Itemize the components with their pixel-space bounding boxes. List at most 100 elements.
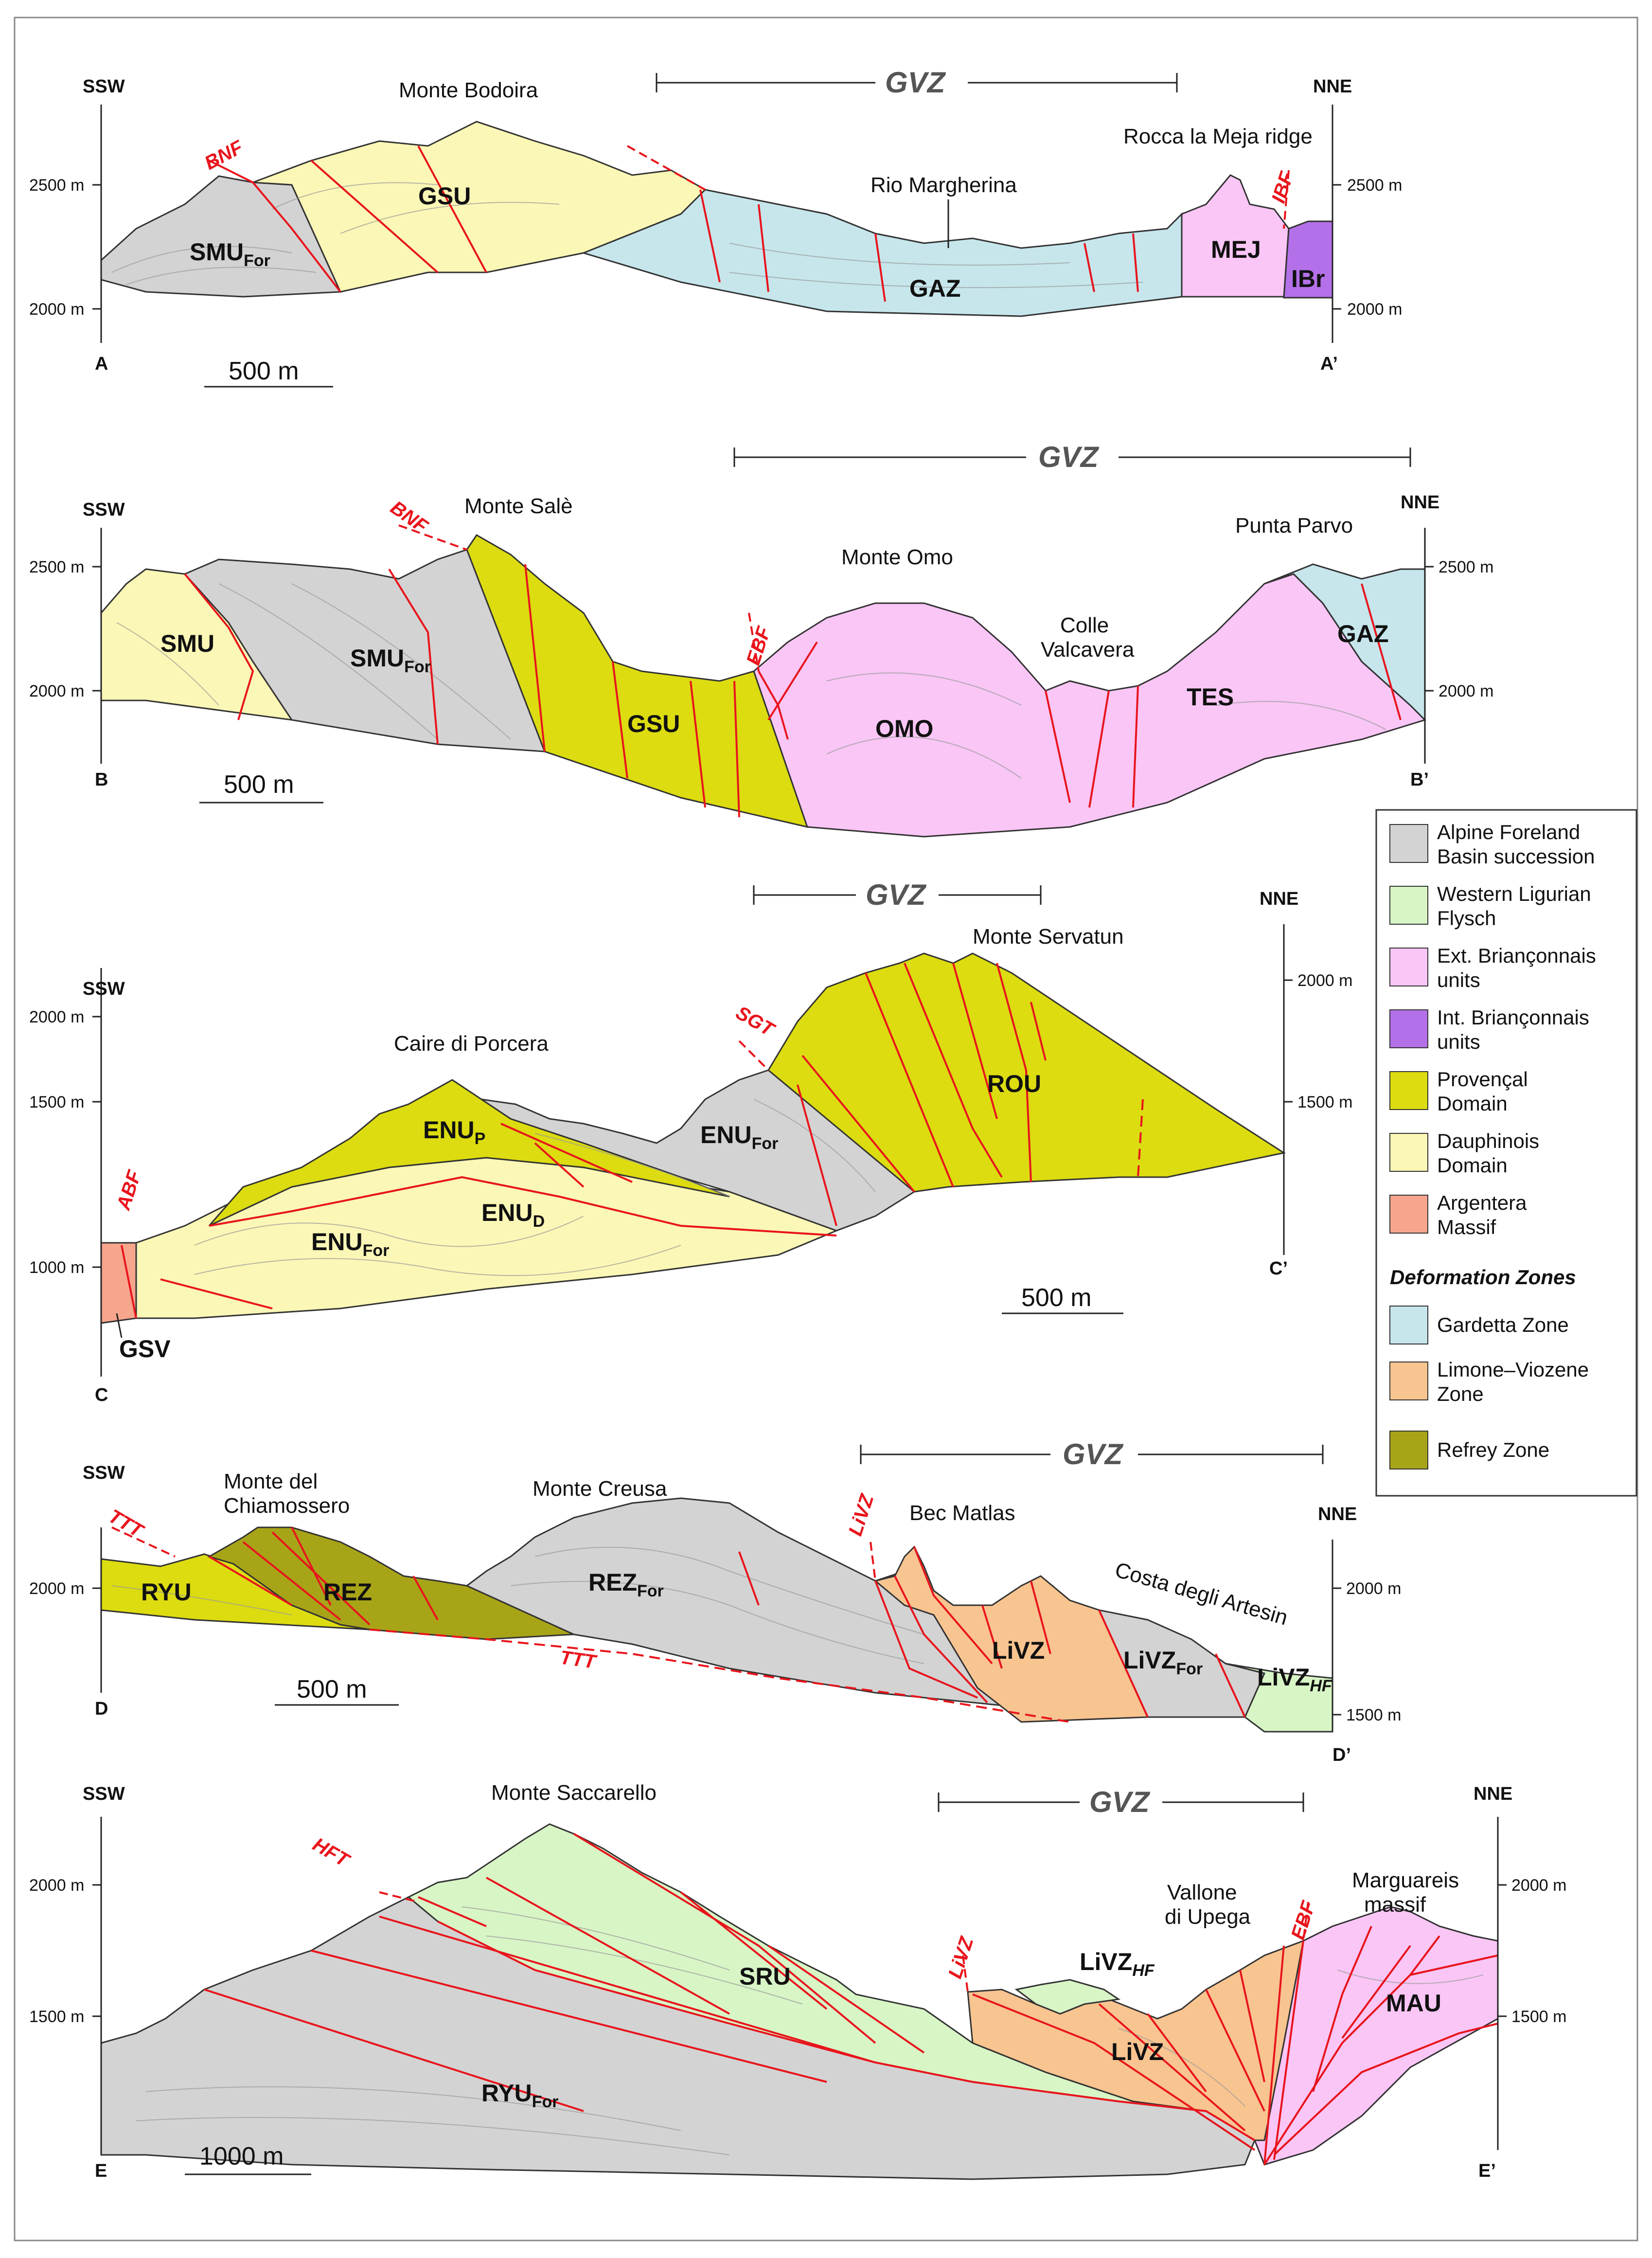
section-b: SSW NNE B B’ 2500 m 2000 m 2500 m 2000 m…	[29, 441, 1493, 838]
section-b-tick-right-1: 2500 m	[1439, 558, 1493, 576]
section-a-unit-gaz: GAZ	[909, 275, 961, 302]
section-b-tick-right-2: 2000 m	[1439, 682, 1493, 700]
section-b-unit-omo: OMO	[875, 715, 933, 742]
section-d-unit-livz-for: LiVZFor	[1123, 1647, 1203, 1678]
section-b-fault-ebf-dash	[748, 612, 760, 672]
legend-swatch-dauphinois	[1389, 1133, 1428, 1172]
section-e-scale-label: 1000 m	[199, 2142, 284, 2170]
section-c-unit-enu-for-2: ENUFor	[311, 1228, 389, 1260]
section-d-unit-livz-hf: LiVZHF	[1257, 1664, 1332, 1695]
section-e-right-end: NNE	[1474, 1784, 1512, 1804]
section-c-tick-left-1: 2000 m	[29, 1008, 84, 1026]
section-c-fault-1	[500, 1055, 915, 1226]
legend-label-provencal-2: Domain	[1437, 1092, 1508, 1115]
section-d-fault-1	[738, 1551, 760, 1606]
section-b-omo	[753, 573, 1426, 838]
section-b-fault-1	[184, 573, 254, 720]
section-d-place-monte-del: Monte del	[224, 1469, 318, 1493]
section-c-fault-3	[1137, 1099, 1144, 1178]
legend-label-alpine-foreland-1: Alpine Foreland	[1437, 821, 1580, 843]
section-a-place-rio-margherina: Rio Margherina	[870, 173, 1017, 197]
legend: Alpine Foreland Basin succession Western…	[1375, 809, 1637, 1497]
section-e-unit-ryu-for: RYUFor	[481, 2079, 559, 2111]
legend-label-dauphinois-2: Domain	[1437, 1154, 1508, 1177]
section-e-place-upega: di Upega	[1165, 1905, 1251, 1929]
section-c-fault-sgt-dash	[738, 1040, 769, 1071]
legend-swatch-western-ligurian	[1389, 886, 1428, 925]
section-a: SSW NNE A A’ 2500 m 2000 m 2500 m 2000 m…	[29, 66, 1402, 388]
section-a-right-end: NNE	[1313, 76, 1352, 97]
section-d-bedding	[111, 1546, 924, 1664]
section-c-unit-enu-p: ENUP	[423, 1116, 485, 1148]
section-b-place-punta-parvo: Punta Parvo	[1235, 514, 1353, 538]
legend-label-argentera-2: Massif	[1437, 1216, 1496, 1238]
section-c-left-end: SSW	[83, 979, 125, 999]
section-b-gvz-label: GVZ	[1038, 441, 1100, 473]
legend-label-dauphinois-1: Dauphinois	[1437, 1129, 1539, 1152]
legend-swatch-provencal	[1389, 1071, 1428, 1110]
section-e-place-saccarello: Monte Saccarello	[491, 1781, 657, 1805]
section-e-fault-livz	[972, 1940, 1304, 2165]
section-d-right-corner: D’	[1332, 1745, 1351, 1765]
section-e-fault-1	[204, 1896, 876, 2112]
section-c-unit-rou: ROU	[987, 1070, 1041, 1097]
section-b-fault-bnf-dash	[398, 524, 467, 551]
section-b-unit-smu: SMU	[160, 630, 214, 657]
section-d-fault-ttt-dash	[111, 1526, 176, 1558]
section-d-rez	[207, 1526, 574, 1640]
section-a-fault-3	[417, 145, 487, 273]
section-a-unit-smu-for: SMUFor	[190, 238, 270, 270]
section-d-unit-rez-for: REZFor	[588, 1569, 664, 1600]
section-c-scale-label: 500 m	[1021, 1284, 1092, 1312]
section-c-tick-right-2: 1500 m	[1297, 1093, 1352, 1111]
section-e-fault-hft-dash	[379, 1891, 419, 1903]
section-b-left-corner: B	[95, 770, 108, 790]
section-c-left-corner: C	[95, 1385, 108, 1405]
section-c-tick-right-1: 2000 m	[1297, 971, 1352, 990]
section-b-unit-smu-for: SMUFor	[350, 645, 431, 676]
legend-swatch-ext-brianconnais	[1389, 948, 1428, 986]
section-c-basal-thrust	[209, 1176, 837, 1237]
section-b-fault-3	[524, 564, 740, 818]
section-c-tick-left-3: 1000 m	[29, 1258, 84, 1277]
section-d-livz-hf	[1225, 1663, 1333, 1733]
section-e-place-massif: massif	[1364, 1893, 1426, 1917]
section-a-unit-ibr: IBr	[1291, 265, 1325, 292]
section-b-unit-gaz: GAZ	[1337, 620, 1389, 647]
section-b-fault-ebf	[758, 641, 818, 740]
section-d-place-monte-creusa: Monte Creusa	[533, 1477, 667, 1501]
legend-label-ext-brianconnais-2: units	[1437, 968, 1480, 991]
section-a-fault-4	[699, 189, 1139, 302]
legend-swatch-refrey	[1389, 1431, 1428, 1469]
section-e-left-corner: E	[95, 2161, 107, 2181]
legend-swatch-gardetta	[1389, 1306, 1428, 1344]
section-c-gvz-label: GVZ	[866, 878, 927, 911]
section-a-left-corner: A	[95, 354, 108, 374]
section-c: SSW NNE C C’ 2000 m 1500 m 1000 m 2000 m…	[29, 878, 1352, 1405]
section-e-tick-right-2: 1500 m	[1511, 2007, 1566, 2026]
section-b-scale-label: 500 m	[224, 771, 294, 799]
section-e-tick-left-1: 2000 m	[29, 1876, 84, 1895]
legend-label-refrey: Refrey Zone	[1437, 1438, 1549, 1461]
section-a-tick-left-1: 2500 m	[29, 176, 84, 195]
section-e-unit-mau: MAU	[1386, 1989, 1441, 2017]
section-d-tick-right-1: 2000 m	[1346, 1579, 1401, 1598]
section-e-fault-livz-dash	[962, 1955, 969, 1992]
section-b-fault-4	[1045, 583, 1402, 808]
legend-label-int-brianconnais-1: Int. Briançonnais	[1437, 1006, 1589, 1029]
section-b-unit-gsu: GSU	[627, 710, 680, 737]
section-b-gsu	[466, 534, 809, 828]
section-d-unit-livz: LiVZ	[992, 1637, 1045, 1664]
section-c-place-servatun: Monte Servatun	[973, 925, 1124, 949]
section-e-place-vallone: Vallone	[1167, 1881, 1237, 1904]
section-c-fault-abf	[121, 1245, 137, 1319]
section-a-fault-dash	[627, 145, 706, 191]
section-d-gvz-label: GVZ	[1063, 1438, 1124, 1470]
section-c-unit-enu-d: ENUD	[481, 1199, 545, 1231]
section-b-place-monte-omo: Monte Omo	[841, 545, 953, 569]
section-a-gvz-label: GVZ	[885, 66, 946, 99]
section-d-fault-livz	[874, 1546, 1246, 1718]
section-d-tick-right-2: 1500 m	[1346, 1706, 1401, 1724]
section-c-unit-gsv: GSV	[119, 1335, 171, 1362]
legend-label-western-ligurian-2: Flysch	[1437, 907, 1496, 930]
